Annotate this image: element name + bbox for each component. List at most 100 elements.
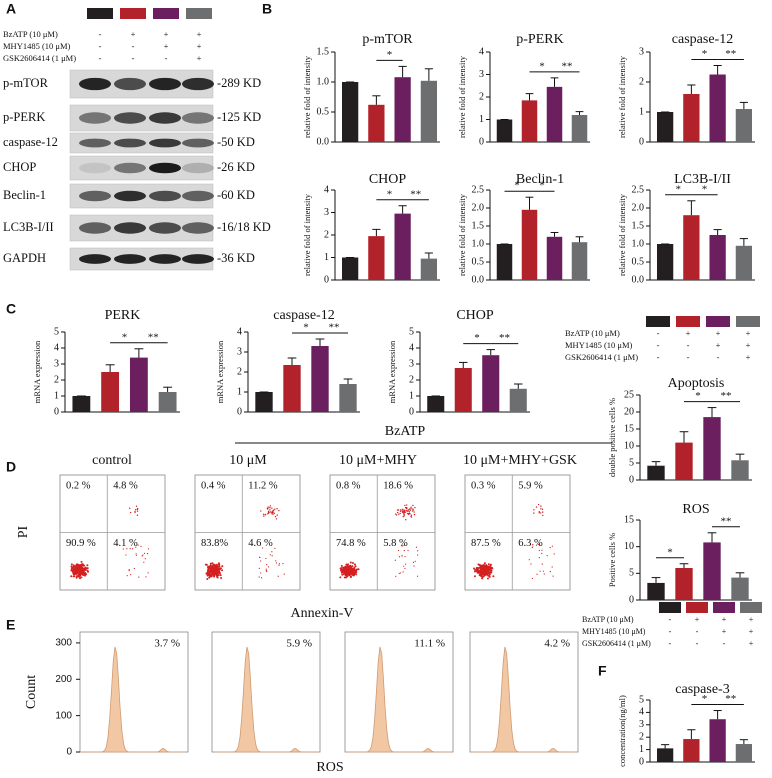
legend-sign: +	[716, 328, 721, 338]
legend-row-label: MHY1485 (10 μM)	[582, 627, 646, 636]
event-dot	[482, 564, 485, 567]
histogram-percent: 3.7 %	[154, 638, 180, 650]
event-dot	[404, 567, 406, 570]
y-tick-label: 2.5	[472, 184, 485, 195]
blot-band	[182, 254, 214, 264]
significance-label: *	[676, 183, 682, 195]
event-dot	[211, 567, 214, 570]
event-dot	[78, 568, 81, 571]
event-dot	[479, 564, 482, 567]
bar	[509, 388, 527, 412]
event-dot	[85, 573, 88, 576]
event-dot	[403, 565, 405, 567]
significance-label: *	[667, 546, 673, 558]
event-dot	[398, 556, 401, 558]
legend-sign: +	[197, 41, 202, 51]
bar	[709, 235, 726, 280]
event-dot	[541, 552, 543, 555]
bar	[158, 392, 177, 412]
bar	[521, 209, 538, 280]
y-tick-label: 4	[409, 342, 414, 353]
legend-sign: +	[722, 627, 727, 636]
event-dot	[206, 577, 209, 580]
event-dot	[260, 510, 262, 512]
bar	[496, 119, 513, 142]
event-dot	[267, 506, 269, 508]
event-dot	[542, 514, 544, 517]
event-dot	[261, 547, 264, 549]
event-dot	[411, 510, 414, 512]
legend-sign: +	[695, 615, 700, 624]
histogram-y-label: Count	[24, 675, 39, 709]
bar	[420, 80, 438, 142]
y-tick-label: 1	[639, 106, 644, 117]
event-dot	[355, 569, 358, 572]
bar	[482, 355, 500, 412]
blot-band	[182, 190, 214, 202]
y-tick-label: 0.5	[632, 256, 645, 267]
legend-sign: +	[164, 29, 169, 39]
event-dot	[129, 507, 131, 509]
y-tick-label: 2.0	[632, 202, 645, 213]
event-dot	[146, 553, 149, 555]
legend-sign: +	[716, 340, 721, 350]
legend-sign: +	[197, 53, 202, 63]
y-tick-label: 1	[324, 252, 329, 263]
bar	[546, 236, 563, 280]
event-dot	[272, 511, 274, 514]
legend-sign: -	[165, 53, 168, 63]
y-tick-label: 0	[639, 756, 644, 767]
blot-band	[149, 112, 181, 124]
y-tick-label: 1	[237, 386, 242, 397]
legend-row-label: BzATP (10 μM)	[565, 328, 620, 338]
event-dot	[214, 568, 217, 571]
event-dot	[274, 508, 276, 510]
blot-band	[149, 190, 181, 202]
bar	[368, 104, 385, 142]
event-dot	[406, 504, 408, 506]
chart-title: p-mTOR	[362, 32, 413, 47]
event-dot	[259, 556, 261, 558]
significance-label: *	[695, 390, 701, 402]
blot-band	[182, 162, 214, 174]
event-dot	[79, 566, 82, 569]
bar	[735, 744, 753, 762]
significance-label: **	[725, 693, 736, 705]
histogram-curve	[214, 646, 318, 753]
bar	[394, 77, 411, 142]
event-dot	[403, 550, 405, 552]
flow-header: BzATP	[385, 424, 426, 439]
legend-swatch	[646, 316, 670, 327]
significance-label: *	[387, 188, 393, 200]
event-dot	[128, 569, 130, 571]
event-dot	[258, 576, 260, 578]
quadrant-label: 0.8 %	[336, 480, 361, 491]
event-dot	[352, 570, 355, 573]
event-dot	[278, 509, 280, 512]
y-tick-label: 2	[639, 731, 644, 742]
y-tick-label: 3	[54, 358, 59, 369]
event-dot	[272, 509, 275, 511]
legend-sign: +	[197, 29, 202, 39]
bar	[283, 365, 301, 412]
legend-sign: +	[686, 328, 691, 338]
event-dot	[80, 563, 83, 566]
blot-band	[149, 222, 181, 234]
event-dot	[140, 545, 142, 548]
event-dot	[410, 507, 412, 510]
panel-letter: C	[6, 301, 16, 317]
y-axis-label: concentration(ng/ml)	[617, 695, 627, 767]
legend-sign: +	[746, 340, 751, 350]
event-dot	[349, 565, 352, 568]
event-dot	[267, 511, 270, 514]
y-tick-label: 25	[624, 389, 634, 400]
event-dot	[74, 568, 77, 571]
event-dot	[401, 510, 404, 512]
bar	[339, 384, 357, 412]
event-dot	[276, 508, 278, 510]
event-dot	[473, 575, 476, 578]
legend-row-label: GSK2606414 (1 μM)	[3, 53, 76, 63]
event-dot	[346, 569, 349, 572]
event-dot	[538, 510, 540, 513]
quadrant-label: 4.6 %	[248, 538, 273, 549]
